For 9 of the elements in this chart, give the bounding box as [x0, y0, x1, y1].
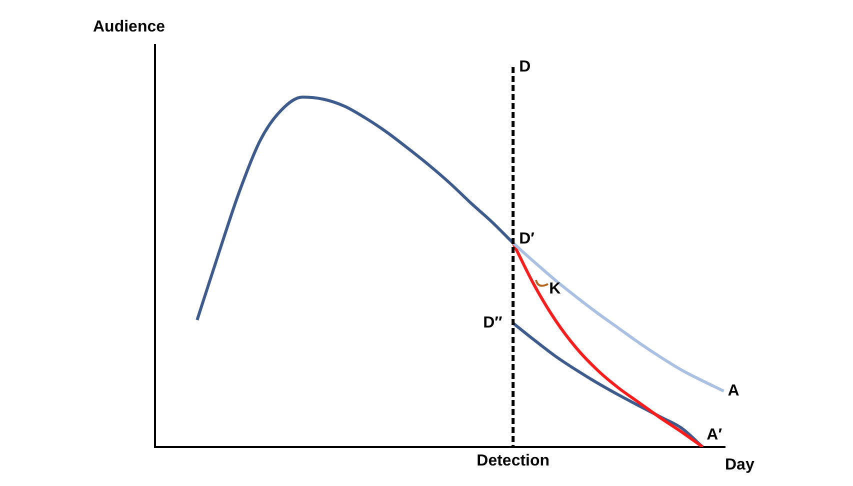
y-axis-title: Audience — [93, 18, 166, 36]
series-label: A′ — [706, 426, 722, 444]
x-axis-title: Day — [725, 456, 754, 474]
annotation: D″ — [483, 314, 503, 332]
text: Detection — [476, 452, 550, 470]
text: D — [519, 58, 531, 76]
series-label: A — [728, 382, 740, 400]
annotation: D′ — [519, 230, 535, 248]
annotation: K — [549, 280, 562, 298]
